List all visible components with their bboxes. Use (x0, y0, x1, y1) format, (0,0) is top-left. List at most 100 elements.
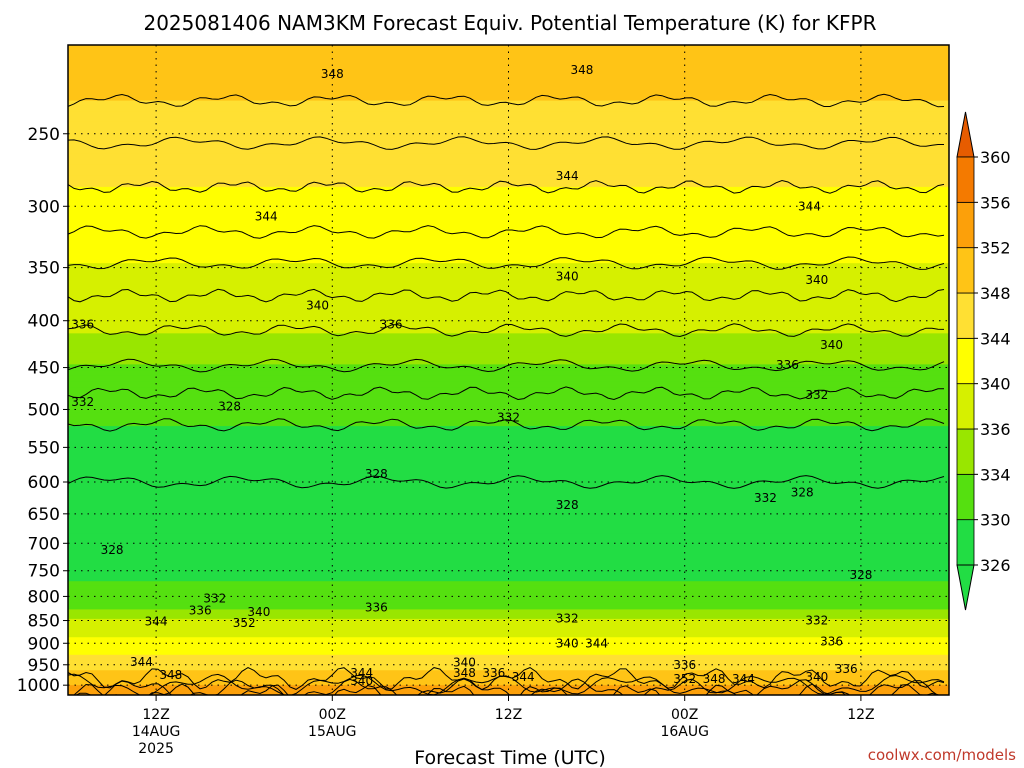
x-tick-label: 12Z (495, 707, 522, 723)
plot-area: 348 348 344 344 344 340 340 340 340 336 336 336 332 3… (68, 45, 949, 695)
shade-band (68, 299, 949, 308)
y-axis: 2503003504004505005506006507007508008509… (17, 125, 68, 696)
shade-band (68, 646, 949, 650)
contour-label: 344 (145, 614, 168, 628)
contour-label: 336 (835, 662, 858, 676)
contour-line (68, 93, 945, 108)
contour-line (68, 475, 945, 489)
shade-band (68, 292, 949, 301)
contour-line (68, 288, 945, 303)
contour-label: 336 (71, 318, 94, 332)
contour-label: 344 (512, 670, 535, 684)
contour-label: 340 (306, 299, 329, 313)
shade-band (68, 606, 949, 610)
contour-label: 328 (365, 467, 388, 481)
y-tick-label: 250 (28, 125, 60, 145)
shade-band (68, 625, 949, 629)
y-tick-label: 400 (28, 312, 60, 332)
x-tick-date: 15AUG (308, 724, 357, 740)
contour-label: 348 (703, 672, 726, 686)
contour-label: 336 (365, 601, 388, 615)
shade-band (68, 670, 949, 674)
contour-label: 336 (776, 358, 799, 372)
contour-line (68, 225, 945, 239)
shade-band (68, 465, 949, 475)
contour-label: 344 (130, 655, 153, 669)
shade-band (68, 153, 949, 165)
shade-band (68, 247, 949, 256)
shade-band (68, 220, 949, 233)
contour-line (68, 179, 945, 194)
shade-band (68, 381, 949, 389)
shade-band (68, 327, 949, 334)
shade-band (68, 306, 949, 315)
shade-band (68, 585, 949, 591)
colorbar-swatch (956, 337, 975, 385)
shade-band (68, 132, 949, 144)
colorbar-tick-label: 336 (980, 420, 1011, 439)
y-tick-label: 750 (28, 562, 60, 582)
x-axis-label: Forecast Time (UTC) (414, 747, 605, 768)
contour-label: 336 (820, 634, 843, 648)
shade-band (68, 637, 949, 641)
shade-band (68, 285, 949, 294)
colorbar-swatch (956, 292, 975, 339)
colorbar-swatch (956, 247, 975, 294)
contour-line (68, 256, 945, 270)
contour-line (68, 136, 944, 150)
contour-line (68, 418, 945, 432)
shade-band (68, 597, 949, 603)
shade-band (68, 82, 949, 92)
contour-label: 348 (159, 668, 182, 682)
shade-band (68, 339, 949, 347)
shade-band (68, 313, 949, 322)
contour-label: 340 (805, 273, 828, 287)
contour-label: 340 (247, 605, 270, 619)
chart-title: 2025081406 NAM3KM Forecast Equiv. Potent… (143, 11, 876, 35)
shade-band (68, 581, 949, 586)
shade-band (68, 640, 949, 644)
credit-text: coolwx.com/models (868, 746, 1016, 764)
contour-label: 340 (556, 270, 579, 284)
contour-label: 336 (673, 658, 696, 672)
shade-band (68, 91, 949, 102)
shade-band (68, 270, 949, 280)
shade-band (68, 345, 949, 353)
contour-label: 328 (791, 485, 814, 499)
shade-band (68, 352, 949, 360)
y-tick-label: 300 (28, 197, 60, 217)
shade-band (68, 375, 949, 383)
shade-band (68, 164, 949, 177)
shade-band (68, 143, 949, 155)
x-tick-date: 14AUG (132, 724, 181, 740)
contour-label: 340 (820, 338, 843, 352)
shade-band (68, 121, 949, 134)
shade-band (68, 678, 949, 681)
x-tick-label: 00Z (319, 707, 346, 723)
colorbar-swatch (956, 428, 975, 475)
shade-band (68, 657, 949, 662)
contour-label: 332 (754, 491, 777, 505)
shade-band (68, 686, 949, 690)
contour-label: 344 (255, 210, 278, 224)
shade-band (68, 665, 949, 669)
y-tick-label: 950 (28, 656, 60, 676)
y-tick-label: 500 (28, 400, 60, 420)
shade-band (68, 364, 949, 371)
colorbar-swatch (956, 156, 975, 203)
shade-band (68, 45, 949, 55)
shade-band (68, 333, 949, 341)
shade-band (68, 676, 949, 680)
contour-line (68, 323, 945, 338)
contour-line (68, 667, 945, 691)
contour-label: 336 (380, 318, 403, 332)
shade-band (68, 683, 949, 686)
contour-label: 328 (556, 498, 579, 512)
contour-label: 344 (350, 666, 373, 680)
y-tick-label: 600 (28, 473, 60, 493)
x-tick-year: 2025 (138, 741, 174, 757)
shade-band (68, 618, 949, 623)
contour-label: 332 (556, 612, 579, 626)
